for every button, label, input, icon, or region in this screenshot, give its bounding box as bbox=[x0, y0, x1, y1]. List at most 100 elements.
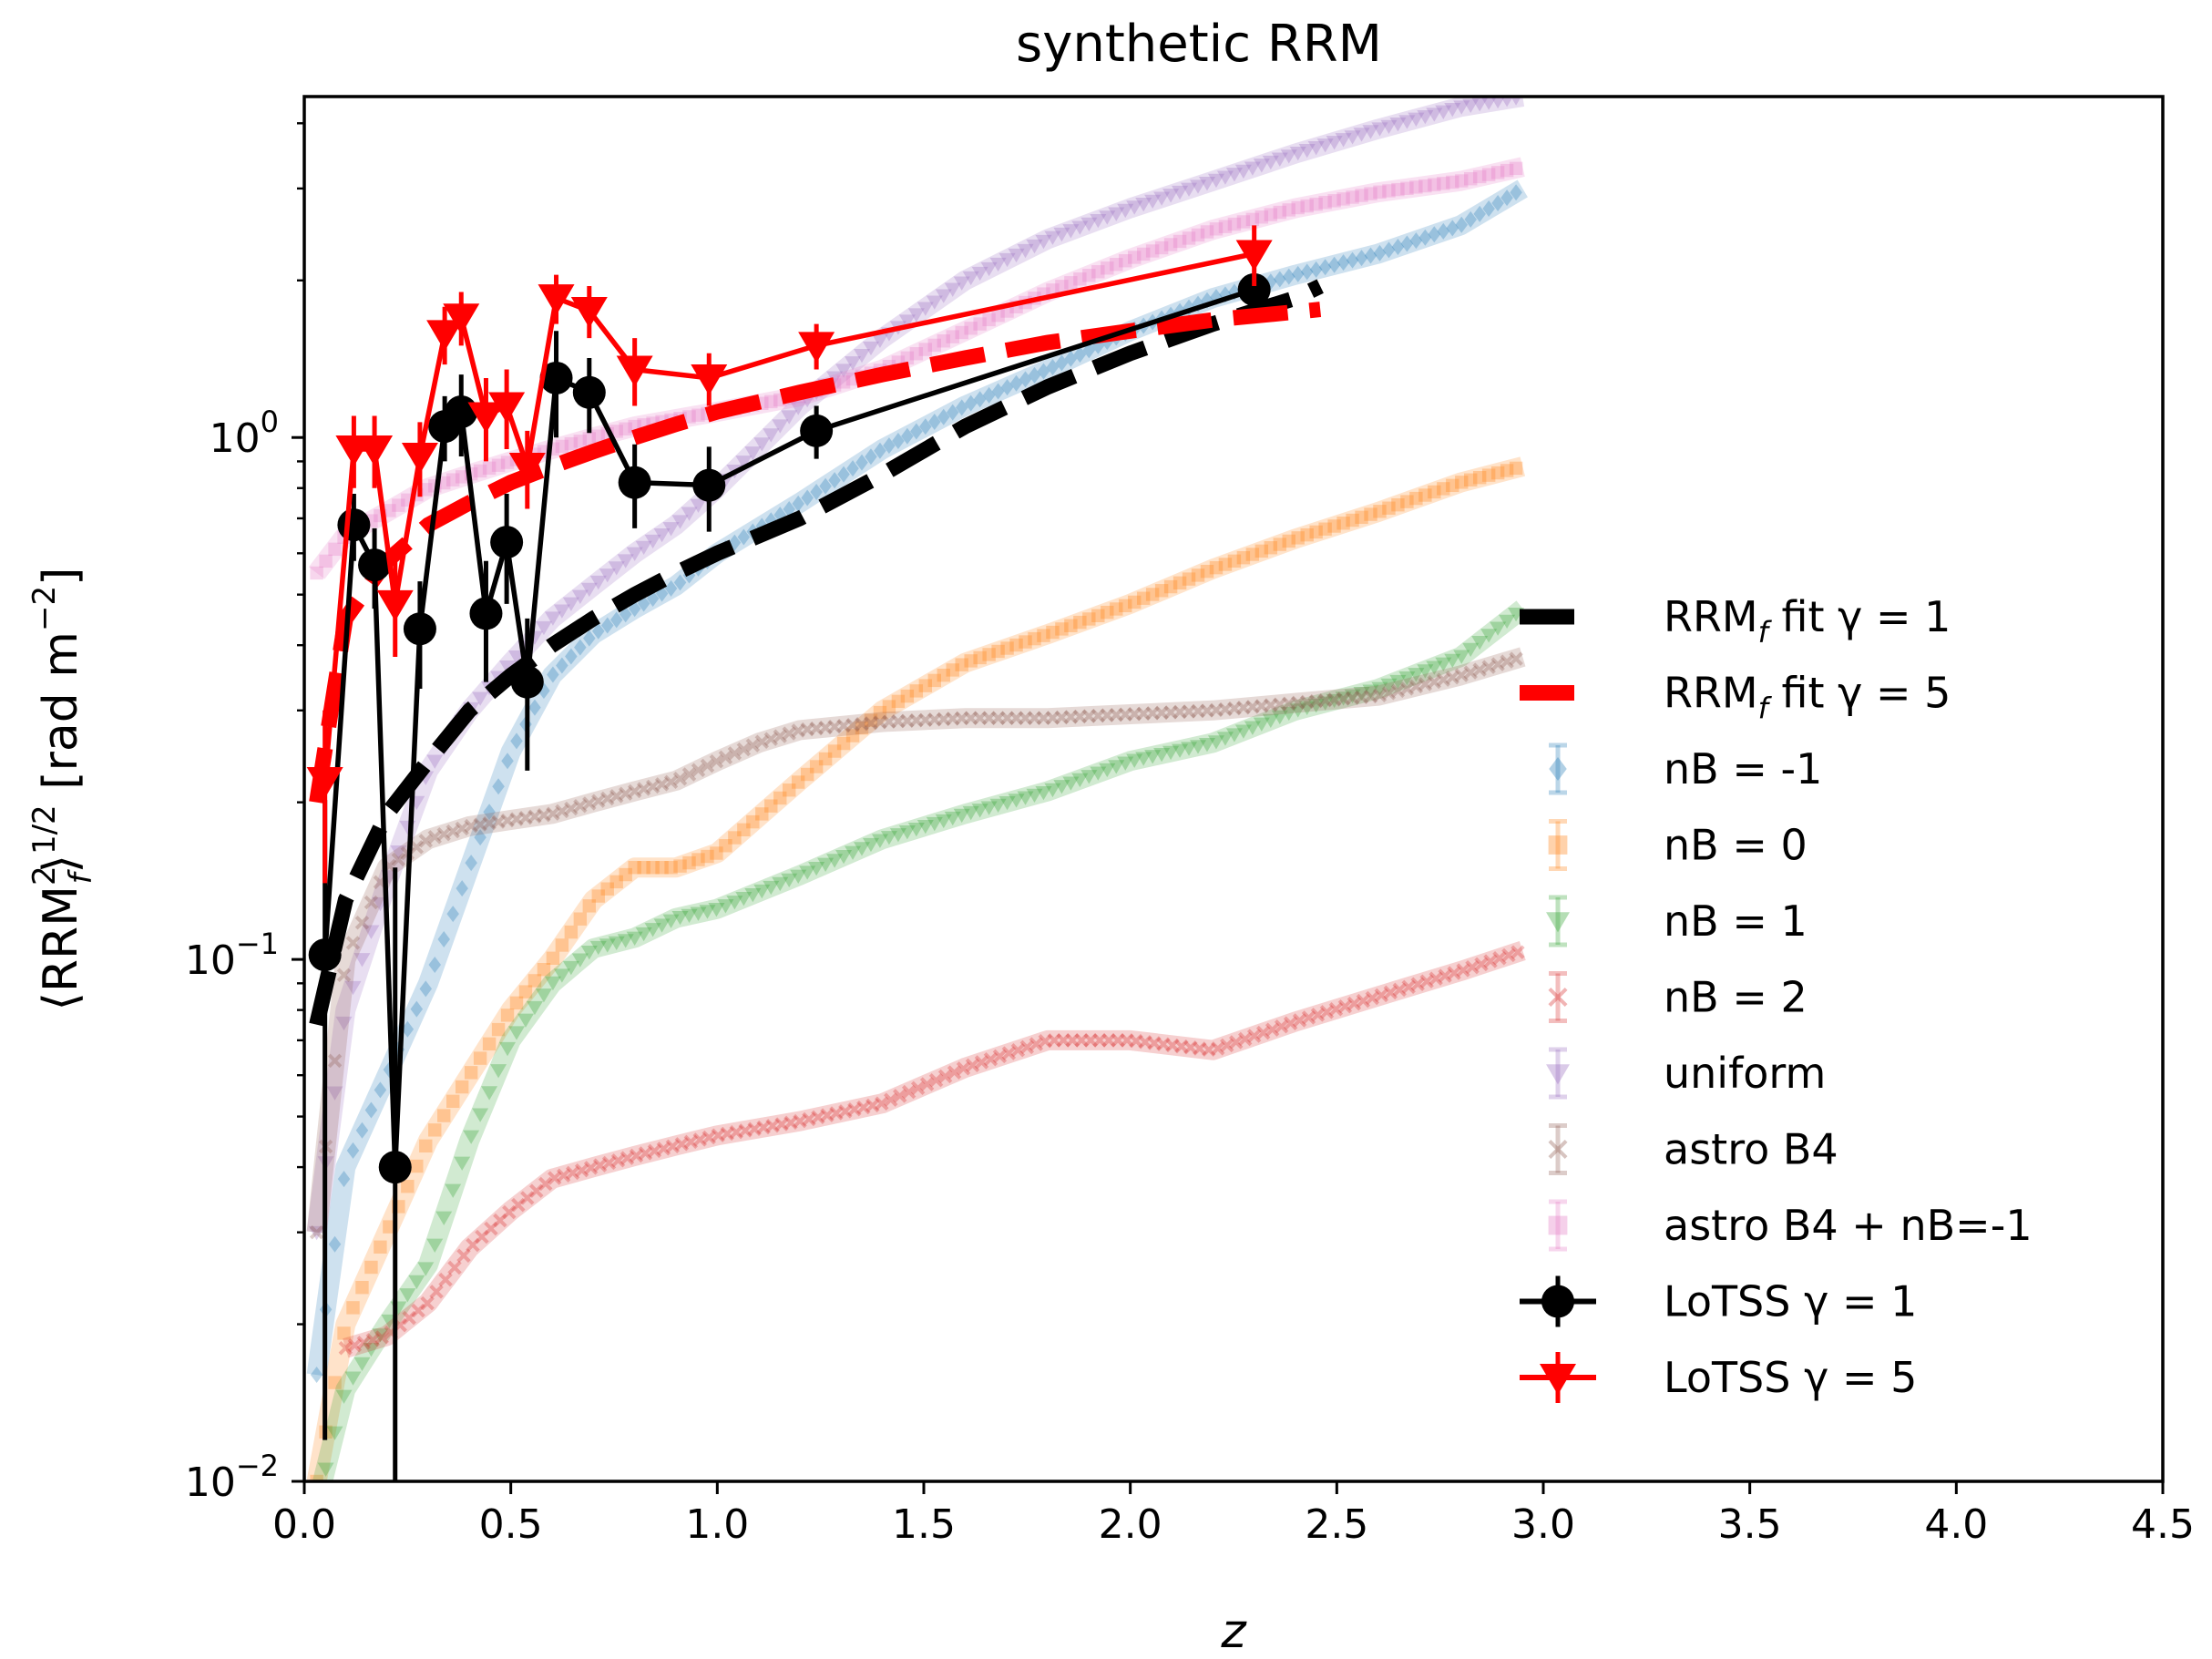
sim-marker bbox=[1182, 572, 1196, 586]
sim-marker bbox=[1008, 248, 1025, 263]
sim-marker bbox=[1408, 679, 1424, 694]
sim-marker bbox=[1091, 265, 1105, 279]
sim-marker bbox=[865, 448, 877, 466]
sim-marker bbox=[953, 276, 970, 291]
sim-marker bbox=[1490, 621, 1507, 636]
sim-marker bbox=[555, 804, 569, 819]
sim-marker bbox=[772, 419, 789, 434]
sim-marker bbox=[926, 295, 943, 310]
sim-marker bbox=[1391, 238, 1405, 255]
sim-marker bbox=[1336, 517, 1350, 530]
sim-marker bbox=[647, 1143, 662, 1159]
sim-marker bbox=[454, 1156, 471, 1171]
sim-marker bbox=[637, 861, 650, 875]
sim-marker bbox=[937, 334, 950, 348]
y-tick-label: 100 bbox=[210, 405, 279, 462]
data-point bbox=[376, 589, 414, 621]
sim-marker bbox=[1265, 1022, 1280, 1037]
sim-marker bbox=[1044, 230, 1061, 245]
sim-marker bbox=[664, 579, 678, 597]
sim-marker bbox=[691, 408, 705, 422]
sim-marker bbox=[708, 903, 725, 917]
sim-marker bbox=[1229, 1035, 1244, 1050]
sim-marker bbox=[928, 1072, 944, 1088]
sim-marker bbox=[1426, 661, 1443, 675]
sim-marker bbox=[1462, 642, 1480, 658]
sim-marker bbox=[837, 466, 850, 483]
sim-marker bbox=[991, 383, 1005, 400]
sim-marker bbox=[862, 837, 879, 853]
sim-marker bbox=[1356, 993, 1371, 1009]
sim-marker bbox=[565, 648, 578, 665]
sim-marker bbox=[1391, 497, 1405, 512]
sim-marker bbox=[1435, 105, 1452, 119]
sim-marker bbox=[927, 673, 941, 688]
sim-marker bbox=[1136, 706, 1151, 721]
sim-marker bbox=[1291, 531, 1305, 545]
y-label-part: ⟩ bbox=[34, 855, 88, 873]
sim-marker bbox=[907, 822, 925, 837]
sim-marker bbox=[390, 845, 407, 860]
legend-entry: astro B4 bbox=[1548, 1123, 1838, 1175]
sim-marker bbox=[1500, 163, 1514, 178]
sim-marker bbox=[1273, 538, 1286, 551]
sim-marker bbox=[1062, 224, 1080, 239]
sim-marker bbox=[1316, 696, 1334, 711]
sim-marker bbox=[310, 566, 323, 580]
sim-marker bbox=[998, 252, 1016, 268]
sim-marker bbox=[1482, 200, 1495, 217]
legend-marker bbox=[1548, 835, 1568, 855]
sim-marker bbox=[327, 1053, 343, 1069]
sim-marker bbox=[983, 1051, 998, 1067]
sim-marker bbox=[635, 540, 652, 556]
legend-label-main: RRM bbox=[1664, 669, 1758, 718]
sim-marker bbox=[482, 815, 497, 831]
sim-marker bbox=[446, 1094, 460, 1109]
sim-marker bbox=[1264, 208, 1277, 221]
sim-marker bbox=[835, 364, 853, 378]
sim-marker bbox=[1318, 259, 1332, 276]
sim-marker bbox=[944, 811, 961, 826]
sim-marker bbox=[1019, 1039, 1035, 1055]
sim-marker bbox=[1120, 1033, 1134, 1048]
sim-marker bbox=[735, 892, 753, 906]
sim-marker bbox=[555, 439, 569, 454]
sim-marker bbox=[472, 691, 489, 706]
sim-marker bbox=[620, 1151, 635, 1165]
sim-marker bbox=[492, 778, 505, 795]
sim-marker bbox=[1490, 657, 1505, 671]
sim-marker bbox=[391, 852, 406, 867]
sim-marker bbox=[582, 796, 597, 811]
sim-marker bbox=[1374, 988, 1389, 1003]
sim-marker bbox=[317, 1462, 334, 1477]
sim-marker bbox=[845, 729, 860, 742]
sim-marker bbox=[1510, 184, 1522, 201]
sim-marker bbox=[753, 884, 771, 899]
sim-marker bbox=[1009, 638, 1023, 652]
sim-marker bbox=[1193, 1041, 1207, 1056]
sim-marker bbox=[1138, 1035, 1152, 1050]
sim-marker bbox=[310, 1367, 323, 1384]
sim-marker bbox=[1282, 696, 1296, 711]
sim-marker bbox=[855, 454, 868, 471]
sim-marker bbox=[901, 427, 914, 445]
sim-marker bbox=[1099, 763, 1116, 778]
sim-marker bbox=[426, 1238, 444, 1253]
sim-marker bbox=[655, 861, 669, 875]
sim-marker bbox=[562, 597, 579, 611]
x-tick-label: 4.5 bbox=[2131, 1501, 2195, 1548]
sim-marker bbox=[682, 410, 696, 424]
sim-marker bbox=[355, 1121, 369, 1139]
sim-marker bbox=[835, 849, 853, 865]
sim-marker bbox=[1428, 226, 1441, 243]
data-point bbox=[488, 392, 526, 424]
sim-marker bbox=[599, 938, 616, 953]
sim-marker bbox=[1480, 629, 1498, 643]
sim-marker bbox=[918, 712, 933, 727]
sim-marker bbox=[1455, 216, 1468, 233]
sim-marker bbox=[1391, 182, 1405, 197]
sim-marker bbox=[1462, 98, 1480, 114]
sim-marker bbox=[1026, 239, 1043, 254]
sim-marker bbox=[347, 1338, 363, 1353]
sim-marker bbox=[1500, 97, 1513, 108]
